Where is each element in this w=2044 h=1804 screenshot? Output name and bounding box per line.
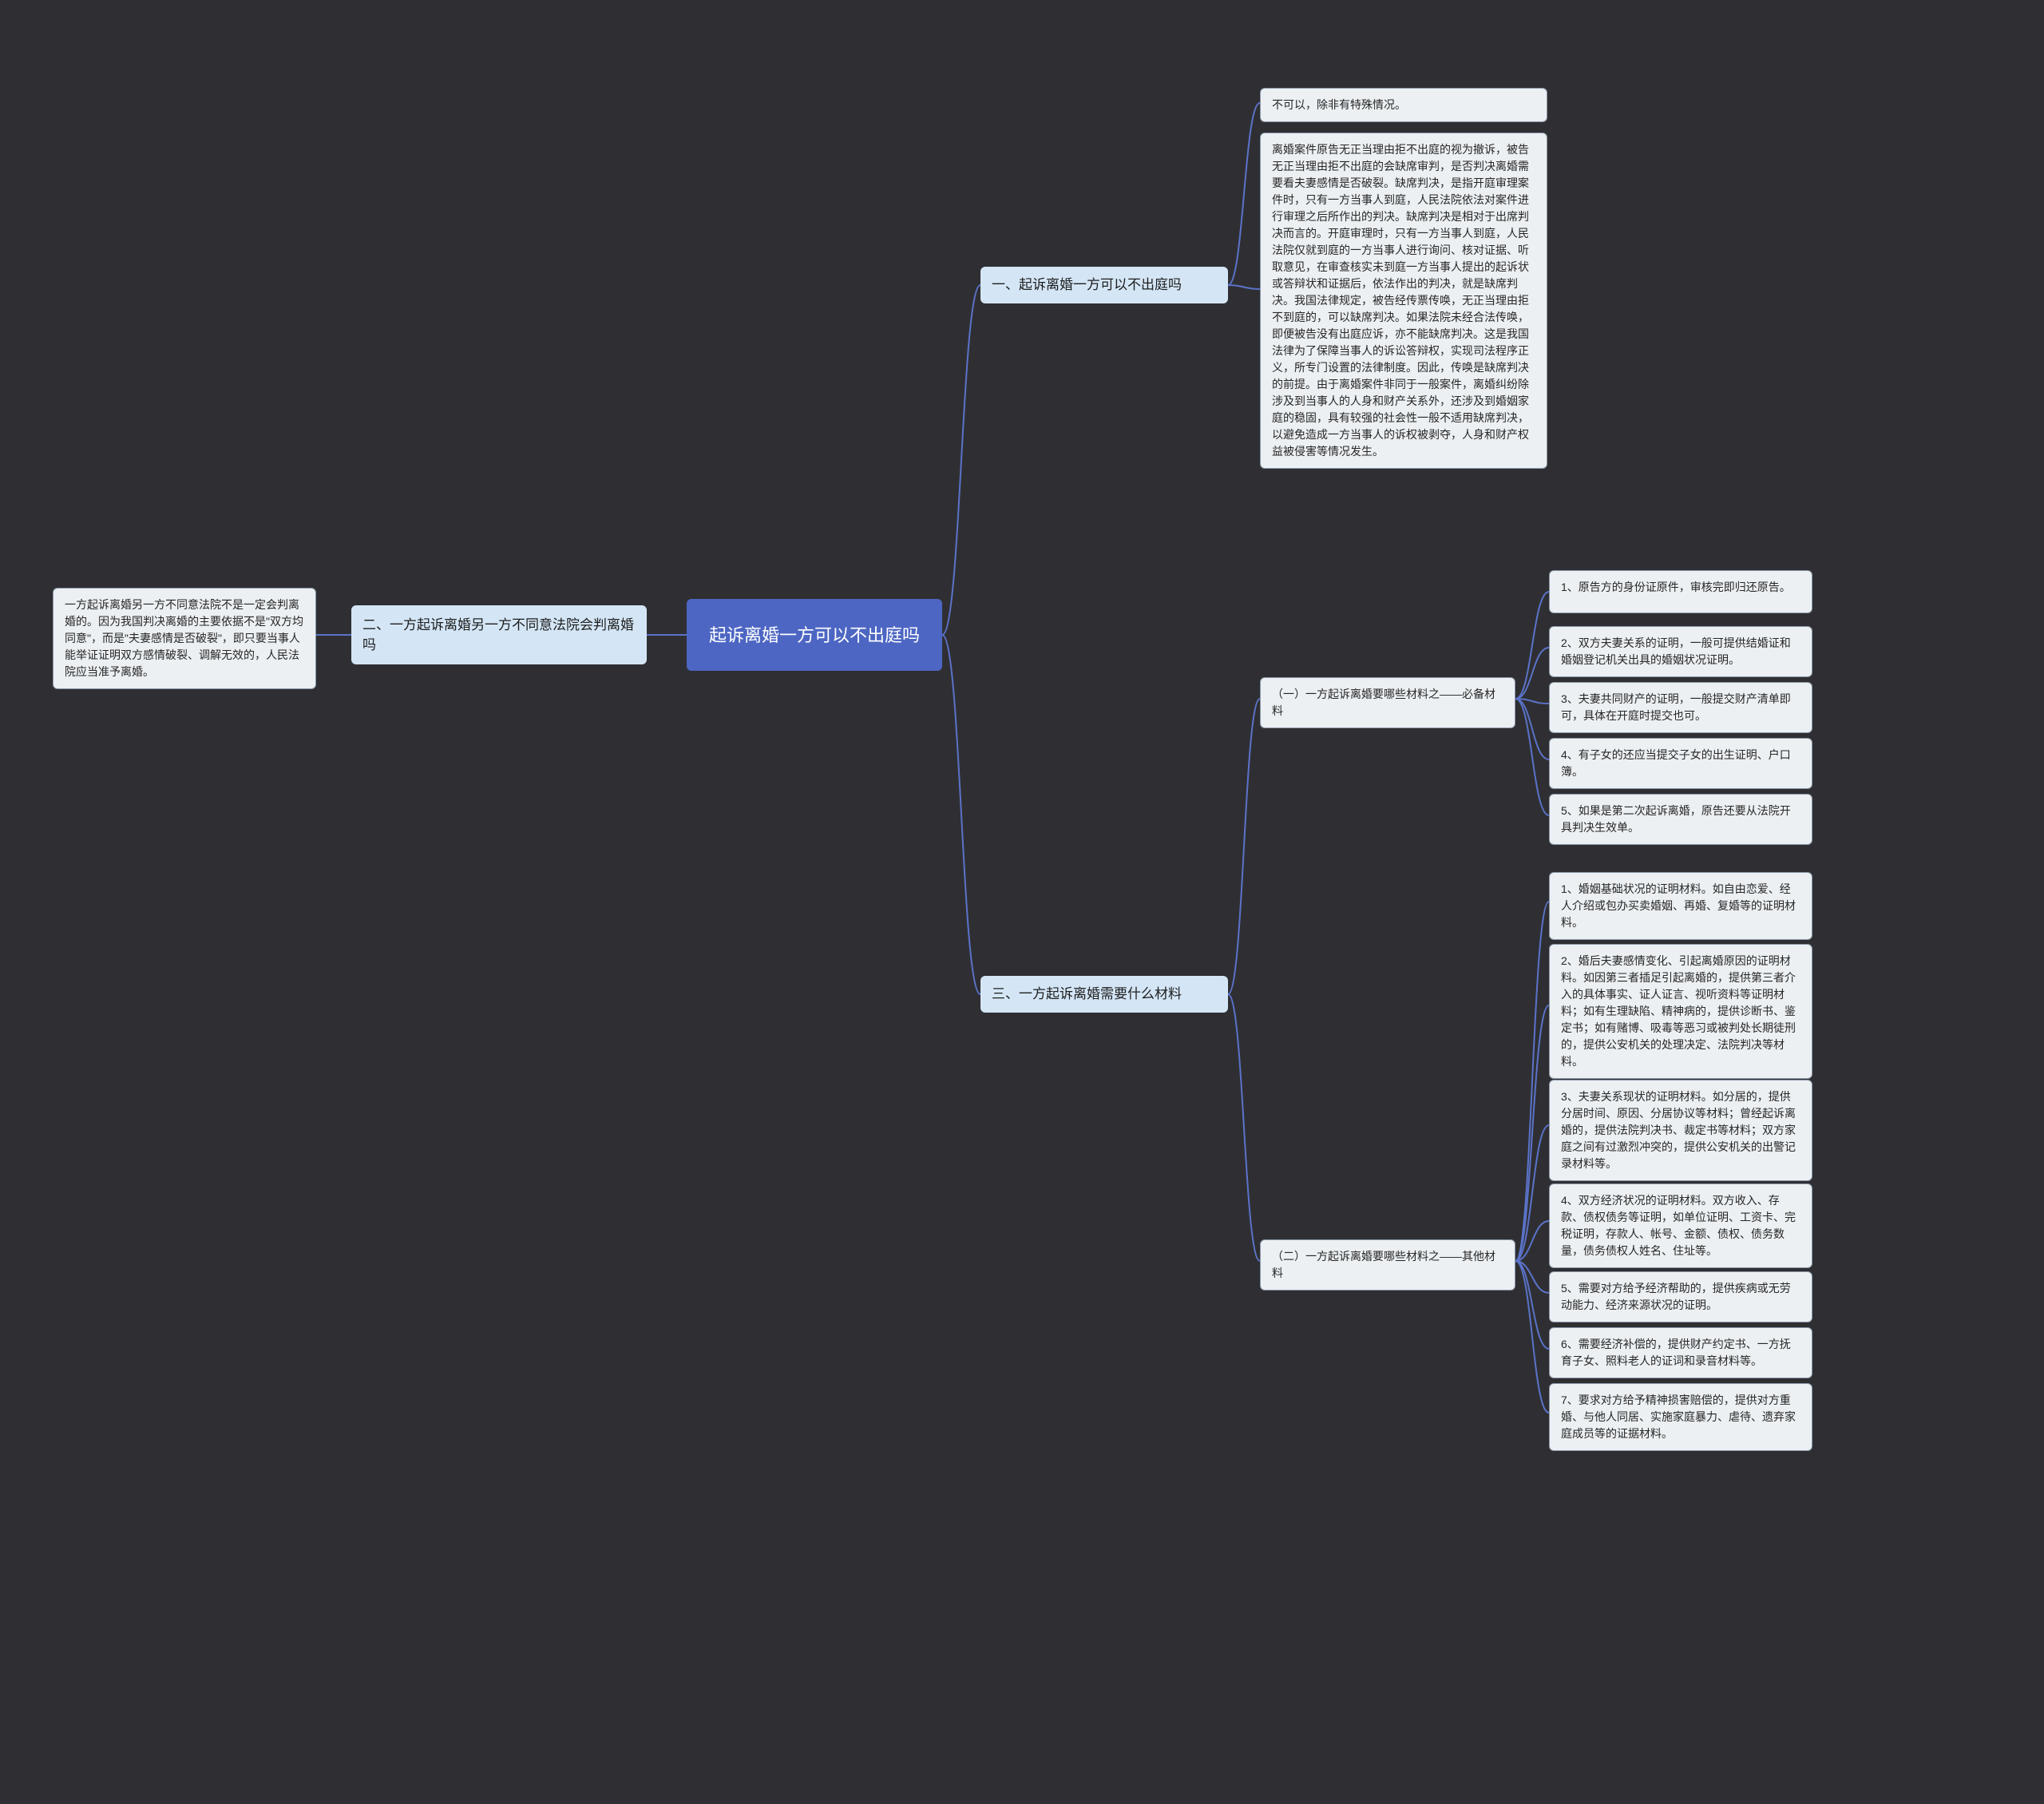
branch-2[interactable]: 二、一方起诉离婚另一方不同意法院会判离婚吗	[351, 605, 647, 664]
branch-2-leaf[interactable]: 一方起诉离婚另一方不同意法院不是一定会判离婚的。因为我国判决离婚的主要依据不是"…	[53, 588, 316, 689]
b3-s2-leaf-5[interactable]: 5、需要对方给予经济帮助的，提供疾病或无劳动能力、经济来源状况的证明。	[1549, 1271, 1812, 1322]
b3-s1-leaf-5[interactable]: 5、如果是第二次起诉离婚，原告还要从法院开具判决生效单。	[1549, 794, 1812, 845]
branch-3-sub-2[interactable]: （二）一方起诉离婚要哪些材料之——其他材料	[1260, 1239, 1515, 1291]
b3-s2-leaf-5-text: 5、需要对方给予经济帮助的，提供疾病或无劳动能力、经济来源状况的证明。	[1561, 1282, 1791, 1311]
b3-s2-leaf-1[interactable]: 1、婚姻基础状况的证明材料。如自由恋爱、经人介绍或包办买卖婚姻、再婚、复婚等的证…	[1549, 872, 1812, 940]
branch-3-sub-1-text: （一）一方起诉离婚要哪些材料之——必备材料	[1272, 688, 1495, 717]
branch-1[interactable]: 一、起诉离婚一方可以不出庭吗	[980, 267, 1228, 303]
branch-3-sub-2-text: （二）一方起诉离婚要哪些材料之——其他材料	[1272, 1250, 1495, 1279]
b3-s1-leaf-1-text: 1、原告方的身份证原件，审核完即归还原告。	[1561, 581, 1791, 593]
b3-s1-leaf-1[interactable]: 1、原告方的身份证原件，审核完即归还原告。	[1549, 570, 1812, 613]
branch-2-leaf-text: 一方起诉离婚另一方不同意法院不是一定会判离婚的。因为我国判决离婚的主要依据不是"…	[65, 598, 303, 678]
root-node[interactable]: 起诉离婚一方可以不出庭吗	[687, 599, 942, 671]
branch-1-leaf-2-text: 离婚案件原告无正当理由拒不出庭的视为撤诉，被告无正当理由拒不出庭的会缺席审判，是…	[1272, 143, 1529, 458]
mindmap-canvas: 起诉离婚一方可以不出庭吗 二、一方起诉离婚另一方不同意法院会判离婚吗 一方起诉离…	[0, 0, 2044, 1804]
b3-s2-leaf-2-text: 2、婚后夫妻感情变化、引起离婚原因的证明材料。如因第三者插足引起离婚的，提供第三…	[1561, 954, 1796, 1068]
b3-s1-leaf-2[interactable]: 2、双方夫妻关系的证明，一般可提供结婚证和婚姻登记机关出具的婚姻状况证明。	[1549, 626, 1812, 677]
b3-s2-leaf-4-text: 4、双方经济状况的证明材料。双方收入、存款、债权债务等证明，如单位证明、工资卡、…	[1561, 1194, 1796, 1257]
branch-3-sub-1[interactable]: （一）一方起诉离婚要哪些材料之——必备材料	[1260, 677, 1515, 728]
b3-s2-leaf-6-text: 6、需要经济补偿的，提供财产约定书、一方抚育子女、照料老人的证词和录音材料等。	[1561, 1338, 1791, 1367]
b3-s2-leaf-6[interactable]: 6、需要经济补偿的，提供财产约定书、一方抚育子女、照料老人的证词和录音材料等。	[1549, 1327, 1812, 1378]
branch-3[interactable]: 三、一方起诉离婚需要什么材料	[980, 976, 1228, 1013]
branch-1-leaf-1[interactable]: 不可以，除非有特殊情况。	[1260, 88, 1547, 122]
branch-1-leaf-2[interactable]: 离婚案件原告无正当理由拒不出庭的视为撤诉，被告无正当理由拒不出庭的会缺席审判，是…	[1260, 133, 1547, 469]
b3-s1-leaf-4-text: 4、有子女的还应当提交子女的出生证明、户口簿。	[1561, 748, 1791, 778]
b3-s2-leaf-7-text: 7、要求对方给予精神损害赔偿的，提供对方重婚、与他人同居、实施家庭暴力、虐待、遗…	[1561, 1394, 1796, 1440]
b3-s1-leaf-2-text: 2、双方夫妻关系的证明，一般可提供结婚证和婚姻登记机关出具的婚姻状况证明。	[1561, 636, 1791, 666]
branch-1-leaf-1-text: 不可以，除非有特殊情况。	[1272, 98, 1406, 111]
b3-s2-leaf-7[interactable]: 7、要求对方给予精神损害赔偿的，提供对方重婚、与他人同居、实施家庭暴力、虐待、遗…	[1549, 1383, 1812, 1451]
branch-3-label: 三、一方起诉离婚需要什么材料	[992, 984, 1182, 1005]
branch-2-label: 二、一方起诉离婚另一方不同意法院会判离婚吗	[362, 615, 636, 656]
branch-1-label: 一、起诉离婚一方可以不出庭吗	[992, 275, 1182, 295]
root-label: 起诉离婚一方可以不出庭吗	[709, 622, 920, 648]
b3-s2-leaf-3-text: 3、夫妻关系现状的证明材料。如分居的，提供分居时间、原因、分居协议等材料；曾经起…	[1561, 1090, 1796, 1170]
b3-s2-leaf-1-text: 1、婚姻基础状况的证明材料。如自由恋爱、经人介绍或包办买卖婚姻、再婚、复婚等的证…	[1561, 882, 1796, 929]
b3-s2-leaf-4[interactable]: 4、双方经济状况的证明材料。双方收入、存款、债权债务等证明，如单位证明、工资卡、…	[1549, 1184, 1812, 1268]
b3-s1-leaf-3[interactable]: 3、夫妻共同财产的证明，一般提交财产清单即可，具体在开庭时提交也可。	[1549, 682, 1812, 733]
b3-s2-leaf-2[interactable]: 2、婚后夫妻感情变化、引起离婚原因的证明材料。如因第三者插足引起离婚的，提供第三…	[1549, 944, 1812, 1079]
b3-s1-leaf-4[interactable]: 4、有子女的还应当提交子女的出生证明、户口簿。	[1549, 738, 1812, 789]
b3-s1-leaf-5-text: 5、如果是第二次起诉离婚，原告还要从法院开具判决生效单。	[1561, 804, 1791, 834]
b3-s2-leaf-3[interactable]: 3、夫妻关系现状的证明材料。如分居的，提供分居时间、原因、分居协议等材料；曾经起…	[1549, 1080, 1812, 1181]
b3-s1-leaf-3-text: 3、夫妻共同财产的证明，一般提交财产清单即可，具体在开庭时提交也可。	[1561, 692, 1791, 722]
